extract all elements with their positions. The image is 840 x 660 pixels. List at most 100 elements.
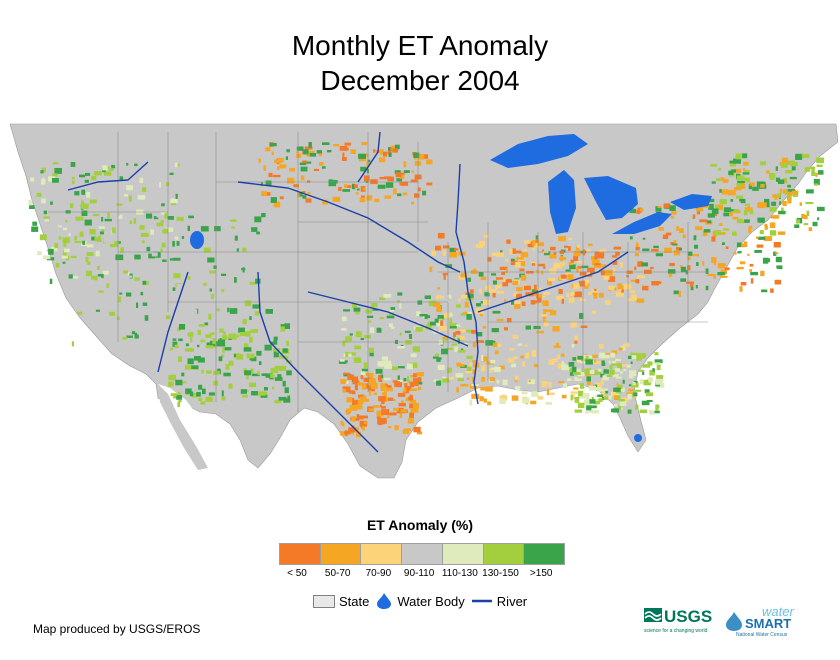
anomaly-patch — [805, 202, 814, 205]
anomaly-patch — [91, 275, 98, 280]
mississippi-river — [455, 163, 479, 405]
anomaly-patch — [381, 399, 385, 405]
anomaly-patch — [262, 391, 268, 395]
anomaly-patch — [499, 395, 507, 401]
anomaly-patch — [593, 387, 600, 390]
anomaly-patch — [570, 259, 575, 263]
anomaly-patch — [596, 252, 605, 259]
anomaly-patch — [249, 281, 257, 285]
anomaly-patch — [637, 261, 643, 267]
anomaly-patch — [326, 150, 332, 153]
key-water-body: Water Body — [375, 592, 465, 610]
anomaly-patch — [261, 213, 266, 218]
anomaly-patch — [548, 382, 552, 388]
anomaly-patch — [424, 154, 429, 159]
anomaly-patch — [572, 372, 581, 375]
anomaly-patch — [769, 207, 777, 212]
anomaly-patch — [384, 176, 392, 180]
river-line-icon — [471, 599, 492, 603]
anomaly-patch — [77, 311, 83, 315]
anomaly-patch — [341, 316, 347, 322]
anomaly-patch — [70, 255, 77, 259]
anomaly-patch — [775, 256, 782, 263]
anomaly-patch — [54, 242, 59, 249]
anomaly-patch — [669, 262, 675, 267]
anomaly-patch — [380, 386, 386, 391]
anomaly-patch — [617, 283, 622, 290]
anomaly-patch — [558, 289, 563, 294]
anomaly-patch — [169, 258, 175, 261]
anomaly-patch — [354, 399, 358, 405]
anomaly-patch — [692, 254, 700, 257]
anomaly-patch — [656, 364, 661, 371]
anomaly-patch — [246, 353, 255, 359]
anomaly-patch — [170, 198, 178, 204]
anomaly-patch — [521, 301, 526, 306]
anomaly-patch — [582, 249, 586, 256]
anomaly-patch — [629, 236, 633, 240]
anomaly-patch — [187, 276, 191, 281]
anomaly-patch — [637, 275, 645, 279]
anomaly-patch — [442, 273, 449, 276]
anomaly-patch — [402, 429, 409, 434]
legend-range-label: 70-90 — [365, 568, 392, 579]
anomaly-patch — [642, 285, 649, 291]
anomaly-patch — [603, 369, 609, 374]
anomaly-patch — [392, 380, 398, 383]
anomaly-patch — [592, 290, 598, 296]
anomaly-patch — [642, 248, 650, 252]
anomaly-patch — [549, 310, 557, 316]
anomaly-patch — [279, 355, 287, 359]
anomaly-patch — [749, 210, 754, 215]
anomaly-patch — [472, 342, 476, 348]
anomaly-patch — [453, 332, 456, 337]
anomaly-patch — [744, 177, 750, 183]
anomaly-patch — [429, 266, 433, 273]
anomaly-patch — [639, 208, 644, 212]
anomaly-patch — [391, 145, 396, 151]
anomaly-patch — [116, 203, 123, 206]
anomaly-patch — [176, 284, 185, 289]
anomaly-patch — [160, 214, 168, 221]
anomaly-patch — [435, 245, 442, 251]
anomaly-patch — [318, 151, 323, 157]
anomaly-patch — [667, 269, 676, 274]
anomaly-patch — [743, 169, 750, 173]
anomaly-patch — [177, 391, 181, 396]
anomaly-patch — [575, 368, 581, 372]
anomaly-patch — [164, 318, 168, 321]
anomaly-patch — [174, 236, 179, 240]
anomaly-patch — [714, 230, 722, 236]
anomaly-patch — [251, 391, 258, 396]
anomaly-patch — [579, 298, 586, 302]
anomaly-patch — [355, 192, 359, 195]
anomaly-patch — [140, 291, 144, 296]
anomaly-patch — [535, 242, 540, 248]
anomaly-patch — [273, 336, 278, 341]
anomaly-patch — [298, 192, 303, 197]
anomaly-patch — [781, 157, 788, 163]
anomaly-patch — [499, 365, 505, 370]
anomaly-patch — [338, 186, 342, 191]
anomaly-patch — [795, 155, 802, 160]
anomaly-patch — [422, 190, 427, 196]
anomaly-patch — [804, 215, 808, 220]
anomaly-patch — [636, 357, 642, 361]
anomaly-patch — [445, 347, 453, 350]
anomaly-patch — [763, 202, 769, 208]
anomaly-patch — [173, 273, 181, 279]
anomaly-patch — [424, 314, 428, 319]
anomaly-patch — [531, 263, 536, 266]
anomaly-patch — [527, 241, 534, 248]
anomaly-patch — [379, 157, 386, 163]
anomaly-patch — [176, 241, 180, 246]
anomaly-patch — [58, 236, 62, 240]
anomaly-patch — [531, 350, 536, 356]
anomaly-patch — [615, 291, 624, 297]
anomaly-patch — [490, 367, 496, 370]
anomaly-patch — [655, 404, 659, 411]
water-drop-icon — [377, 593, 392, 609]
anomaly-patch — [240, 274, 248, 279]
anomaly-patch — [340, 420, 344, 426]
anomaly-patch — [410, 408, 419, 413]
